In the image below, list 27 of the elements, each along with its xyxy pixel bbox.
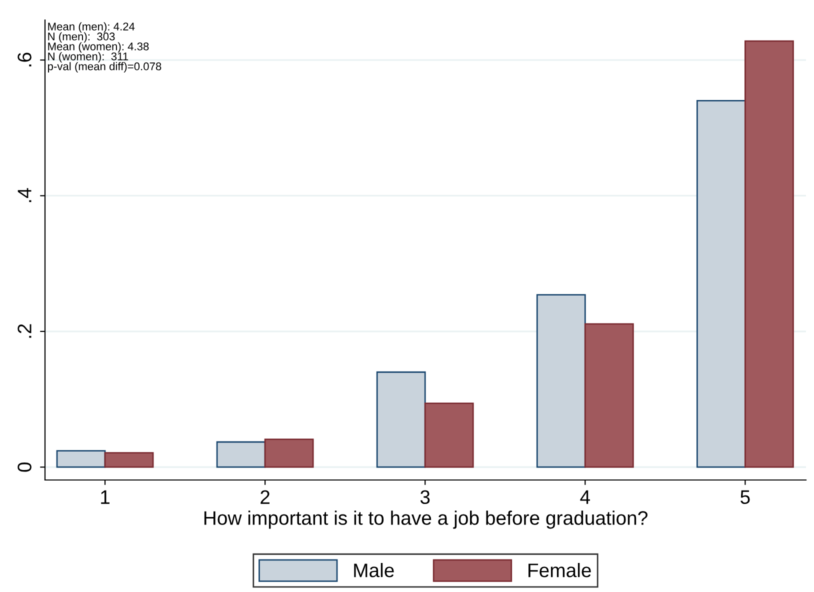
y-tick-label: .6 (18, 52, 32, 66)
x-tick-label: 4 (580, 490, 590, 504)
annotation: Mean (women): 4.38 (48, 42, 149, 53)
y-tick-label: .2 (18, 324, 32, 338)
bar (584, 323, 634, 468)
bar (56, 450, 106, 468)
bar (104, 452, 154, 468)
annotation: Mean (men): 4.24 (48, 22, 135, 33)
legend-label: Female (528, 562, 591, 578)
bar (376, 371, 426, 468)
annotation: N (women): 311 (48, 52, 128, 63)
legend-label: Male (354, 562, 394, 578)
y-tick-label: 0 (18, 462, 32, 472)
x-tick-label: 1 (101, 490, 110, 504)
annotation: p-val (mean diff)=0.078 (48, 62, 162, 72)
x-axis-title: How important is it to have a job before graduation? (204, 510, 648, 529)
bar (264, 438, 314, 468)
bar (536, 294, 586, 468)
y-tick-label: .4 (18, 188, 32, 202)
bar (696, 100, 746, 468)
annotation: N (men): 303 (48, 32, 115, 43)
x-tick-label: 2 (260, 490, 270, 504)
bar (216, 441, 266, 468)
x-tick-label: 5 (740, 490, 750, 504)
x-tick-label: 3 (420, 490, 430, 504)
bar (744, 40, 794, 468)
bar (424, 402, 474, 468)
